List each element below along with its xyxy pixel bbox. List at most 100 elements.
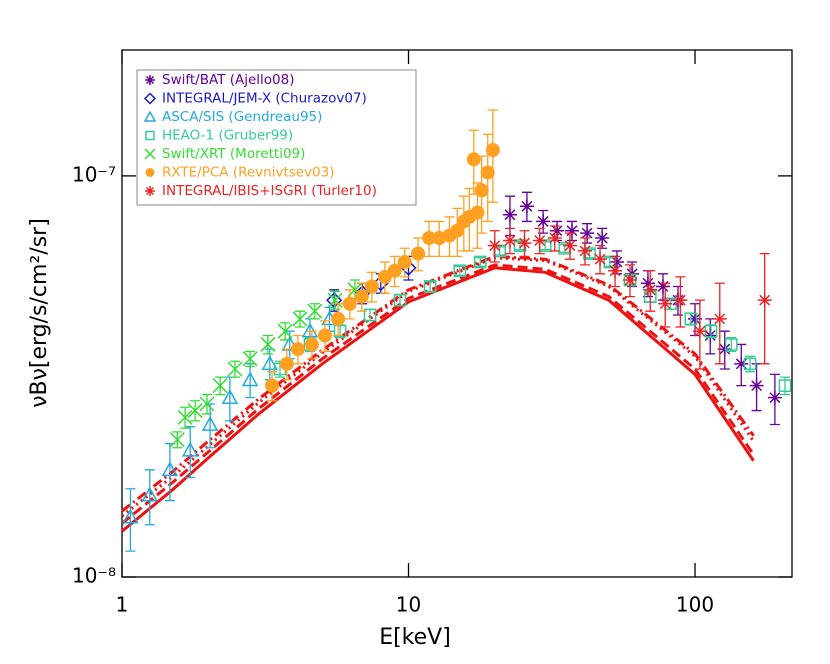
data-point [485, 143, 500, 158]
data-point [199, 396, 215, 412]
data-point [411, 246, 426, 261]
data-point [767, 390, 782, 405]
legend-symbol [145, 186, 155, 196]
data-point [608, 263, 623, 278]
data-point [703, 328, 718, 343]
data-point [712, 311, 727, 326]
legend-label: RXTE/PCA (Revnivtsev03) [162, 165, 335, 181]
data-point [292, 311, 308, 327]
error-bar [454, 265, 465, 276]
data-point [169, 432, 185, 448]
model-curve [121, 256, 755, 518]
data-point [577, 243, 592, 258]
data-point [265, 378, 280, 393]
data-point [277, 323, 293, 339]
data-point [241, 371, 259, 387]
data-point [593, 252, 608, 267]
data-point [724, 338, 738, 351]
data-point [307, 303, 323, 319]
legend-symbol [143, 110, 157, 122]
data-point [422, 231, 437, 246]
data-point [212, 378, 228, 394]
data-point [261, 355, 279, 371]
legend-symbol [144, 148, 156, 160]
legend-label: ASCA/SIS (Gendreau95) [162, 109, 322, 125]
error-bar [224, 376, 235, 422]
data-point [580, 226, 595, 241]
data-point [221, 389, 239, 404]
data-point [354, 289, 369, 304]
data-point [331, 311, 346, 326]
data-point [364, 279, 379, 294]
legend-symbol [143, 92, 157, 105]
legend-box [136, 69, 417, 206]
error-bar [759, 252, 770, 365]
data-point [734, 356, 749, 371]
data-point [547, 231, 562, 246]
data-point [363, 308, 377, 322]
data-point [473, 255, 487, 269]
data-point [550, 223, 565, 238]
data-point [536, 214, 551, 229]
data-point [161, 461, 179, 477]
data-point [532, 233, 547, 248]
legend-label: Swift/BAT (Ajello08) [162, 72, 294, 88]
data-point [177, 409, 193, 425]
data-point [623, 273, 637, 287]
data-point [778, 379, 792, 392]
model-curve [121, 266, 755, 533]
data-point [487, 238, 502, 253]
data-point [673, 293, 688, 308]
data-point [595, 231, 610, 246]
x-axis-label: E[keV] [379, 625, 451, 650]
data-point [480, 165, 495, 180]
data-point [453, 264, 467, 278]
data-point [688, 311, 703, 326]
data-point [279, 356, 294, 371]
data-point [387, 263, 402, 278]
data-point [393, 293, 407, 307]
error-bar [494, 246, 505, 256]
y-tick-label: 10⁻⁷ [72, 162, 116, 186]
data-point [502, 233, 517, 248]
data-point [757, 293, 772, 308]
data-point [517, 236, 532, 251]
data-point [260, 336, 276, 352]
data-point [470, 205, 485, 220]
data-point [122, 508, 139, 524]
data-point [743, 357, 757, 371]
x-tick-label: 1 [116, 593, 129, 617]
error-bar [475, 257, 486, 267]
data-point [562, 238, 577, 253]
data-point [640, 276, 655, 291]
model-curve [121, 254, 755, 513]
data-point [623, 273, 638, 288]
legend-symbol [145, 75, 155, 85]
error-bar [726, 337, 737, 353]
data-point [684, 312, 698, 326]
error-bar [185, 426, 196, 479]
data-point [658, 296, 673, 311]
y-axis-label: νBν[erg/s/cm²/sr] [27, 218, 52, 408]
data-point [692, 324, 707, 339]
data-point [317, 328, 332, 343]
data-point [181, 441, 199, 457]
legend-label: HEAO-1 (Gruber99) [162, 128, 293, 144]
data-point [466, 152, 481, 167]
data-point [474, 183, 489, 198]
data-point [423, 280, 437, 293]
error-bar [144, 469, 155, 526]
data-point [342, 296, 357, 311]
data-point [187, 403, 203, 419]
data-point [227, 361, 243, 377]
y-tick-label: 10⁻⁸ [72, 564, 116, 588]
data-point [749, 378, 764, 393]
data-point [304, 337, 319, 352]
legend-label: Swift/XRT (Moretti09) [162, 146, 305, 162]
data-point [201, 415, 219, 431]
data-point [242, 351, 258, 367]
error-bar [125, 488, 136, 552]
legend-label: INTEGRAL/IBIS+ISGRI (Turler10) [162, 183, 377, 199]
data-point [301, 322, 319, 338]
